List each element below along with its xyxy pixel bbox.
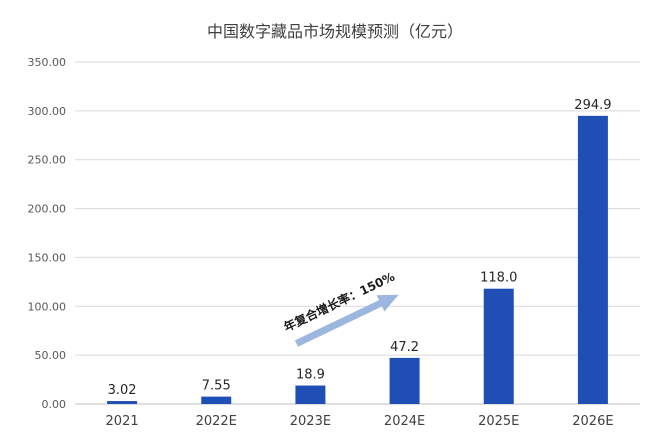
data-label: 118.0 (480, 271, 517, 286)
x-tick-label: 2026E (572, 414, 613, 429)
bar (107, 401, 138, 404)
data-label: 47.2 (390, 340, 419, 355)
data-label: 7.55 (202, 379, 231, 394)
bar (577, 115, 608, 404)
y-tick-label: 100.00 (28, 300, 67, 313)
grid-layer (75, 61, 640, 405)
data-label: 294.9 (574, 98, 611, 113)
y-tick-label: 0.00 (42, 398, 67, 411)
bar (389, 357, 420, 404)
x-axis: 2021 2022E 2023E 2024E 2025E 2026E (106, 414, 614, 429)
y-tick-label: 300.00 (28, 105, 67, 118)
x-tick-label: 2023E (290, 414, 331, 429)
x-tick-label: 2025E (478, 414, 519, 429)
bar (483, 288, 514, 404)
x-tick-label: 2024E (384, 414, 425, 429)
y-tick-label: 150.00 (28, 251, 67, 264)
y-tick-label: 250.00 (28, 154, 67, 167)
data-labels: 3.02 7.55 18.9 47.2 118.0 294.9 (108, 98, 612, 398)
y-tick-label: 50.00 (35, 349, 67, 362)
x-tick-label: 2021 (106, 414, 139, 429)
growth-arrow (294, 294, 399, 347)
bar (295, 385, 326, 404)
y-axis: 0.00 50.00 100.00 150.00 200.00 250.00 300.00 3… (28, 56, 67, 411)
y-tick-label: 200.00 (28, 203, 67, 216)
x-tick-label: 2022E (196, 414, 237, 429)
chart-title: 中国数字藏品市场规模预测（亿元） (207, 22, 463, 41)
data-label: 3.02 (108, 383, 137, 398)
y-tick-label: 350.00 (28, 56, 67, 69)
growth-annotation: 年复合增长率：150% (281, 269, 399, 347)
bars (107, 115, 608, 404)
bar (201, 396, 232, 404)
data-label: 18.9 (296, 368, 325, 383)
